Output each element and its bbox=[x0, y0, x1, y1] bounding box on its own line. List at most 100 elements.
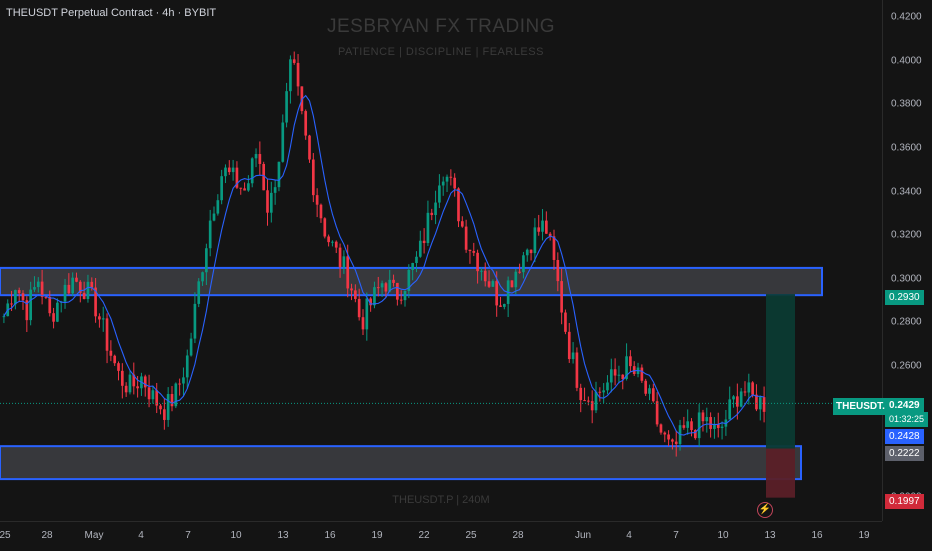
candle-body bbox=[105, 318, 109, 351]
time-tick: 13 bbox=[764, 530, 776, 541]
candle-body bbox=[621, 374, 625, 379]
candle-body bbox=[170, 394, 174, 407]
candle-body bbox=[250, 158, 254, 184]
candle-body bbox=[438, 185, 441, 203]
candle-body bbox=[667, 434, 670, 440]
candle-body bbox=[281, 122, 285, 162]
candle-body bbox=[98, 316, 101, 320]
candle-body bbox=[598, 391, 602, 393]
candle-body bbox=[464, 226, 468, 250]
candle-body bbox=[189, 338, 193, 356]
candle-body bbox=[63, 284, 67, 302]
candle-body bbox=[388, 279, 392, 292]
candle-body bbox=[380, 283, 384, 288]
candle-body bbox=[86, 281, 90, 300]
candle-body bbox=[732, 396, 735, 400]
candle-body bbox=[197, 281, 201, 304]
candle-body bbox=[120, 370, 124, 386]
candle-body bbox=[648, 388, 651, 394]
candle-body bbox=[208, 220, 212, 249]
chart-title: THEUSDT Perpetual Contract · 4h · BYBIT bbox=[6, 7, 217, 19]
candle-body bbox=[617, 374, 621, 376]
candle-body bbox=[415, 256, 418, 264]
candle-body bbox=[468, 249, 472, 252]
candle-body bbox=[94, 287, 97, 317]
time-tick: 7 bbox=[673, 530, 679, 541]
time-tick: 13 bbox=[277, 530, 289, 541]
candle-body bbox=[579, 387, 583, 401]
candle-body bbox=[747, 382, 751, 393]
candle-body bbox=[686, 421, 690, 428]
candle-body bbox=[147, 387, 151, 400]
candle-body bbox=[457, 188, 460, 222]
candle-body bbox=[163, 409, 166, 420]
candle-body bbox=[205, 248, 208, 273]
bar-countdown-label: 01:32:25 bbox=[885, 412, 929, 427]
time-tick: 22 bbox=[418, 530, 430, 541]
candle-body bbox=[113, 355, 117, 364]
candle-body bbox=[342, 256, 346, 268]
candle-body bbox=[376, 287, 380, 289]
candle-body bbox=[331, 241, 334, 243]
candle-body bbox=[384, 283, 388, 292]
candle-body bbox=[502, 303, 506, 307]
candle-body bbox=[514, 271, 518, 288]
time-tick: 19 bbox=[371, 530, 383, 541]
candle-body bbox=[560, 281, 563, 313]
candle-body bbox=[327, 236, 330, 243]
candle-body bbox=[434, 202, 437, 216]
price-tick: 0.4200 bbox=[891, 11, 922, 23]
target-zone bbox=[766, 294, 795, 449]
candle-body bbox=[365, 298, 369, 330]
price-tick: 0.3400 bbox=[891, 186, 922, 198]
price-tick: 0.2800 bbox=[891, 316, 922, 328]
time-tick: Jun bbox=[574, 530, 592, 541]
candle-body bbox=[476, 252, 479, 272]
support-zone bbox=[0, 445, 802, 481]
candle-body bbox=[346, 256, 350, 289]
candle-body bbox=[663, 432, 667, 435]
candle-body bbox=[518, 271, 521, 273]
candle-body bbox=[36, 281, 40, 288]
stop-price-label: 0.1997 bbox=[885, 494, 924, 509]
last-price-label: 0.2429 bbox=[885, 398, 924, 413]
candle-body bbox=[262, 163, 266, 191]
candle-body bbox=[693, 430, 697, 439]
candle-body bbox=[227, 167, 231, 173]
candle-body bbox=[308, 135, 311, 160]
candle-body bbox=[235, 167, 239, 188]
stop-zone bbox=[766, 448, 795, 498]
entry-price-label: 0.2222 bbox=[885, 446, 924, 461]
candle-body bbox=[495, 281, 499, 306]
candle-body bbox=[71, 277, 75, 294]
candle-body bbox=[625, 356, 628, 379]
candle-body bbox=[541, 220, 544, 232]
flash-icon[interactable]: ⚡ bbox=[757, 502, 773, 518]
candle-body bbox=[311, 159, 315, 196]
candle-body bbox=[659, 424, 663, 433]
candle-body bbox=[671, 439, 674, 442]
target-price-label: 0.2930 bbox=[885, 290, 924, 305]
candle-body bbox=[10, 303, 13, 305]
candle-body bbox=[166, 394, 170, 420]
time-axis[interactable]: 25 28 May 4 7 10 13 16 19 22 25 28 Jun 4 7 10 13 16 19 bbox=[0, 521, 882, 551]
candle-body bbox=[128, 374, 132, 393]
candle-body bbox=[533, 227, 537, 254]
candle-body bbox=[289, 59, 292, 92]
candle-body bbox=[713, 424, 716, 429]
candle-body bbox=[728, 399, 732, 420]
candle-body bbox=[220, 176, 223, 201]
candle-body bbox=[193, 303, 197, 339]
candle-body bbox=[266, 190, 269, 213]
candle-body bbox=[640, 367, 644, 381]
candle-body bbox=[361, 317, 365, 330]
candle-body bbox=[247, 183, 250, 191]
price-chart[interactable] bbox=[0, 0, 882, 521]
symbol-label: THEUSDT.P bbox=[833, 398, 895, 415]
candle-body bbox=[40, 281, 44, 297]
candle-body bbox=[350, 288, 353, 291]
candle-body bbox=[216, 200, 220, 214]
candle-body bbox=[399, 299, 403, 301]
candle-body bbox=[82, 292, 86, 300]
candle-body bbox=[651, 388, 655, 402]
